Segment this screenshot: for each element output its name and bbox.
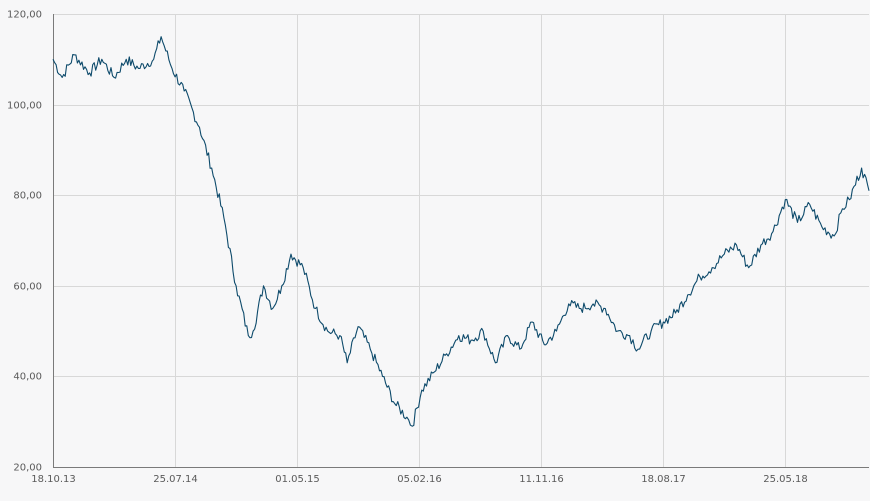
tick-label-layer: 120,00 100,00 80,00 60,00 40,00 20,0018.10.13… bbox=[7, 10, 808, 486]
y-tick-label: 20,00 bbox=[13, 463, 42, 474]
x-tick-label: 01.05.15 bbox=[275, 474, 320, 485]
series-layer bbox=[52, 36, 870, 427]
y-tick-label: 80,00 bbox=[13, 191, 42, 202]
x-tick-label: 11.11.16 bbox=[519, 474, 564, 485]
y-tick-label: 100,00 bbox=[7, 101, 42, 112]
x-tick-label: 18.08.17 bbox=[641, 474, 686, 485]
x-tick-label: 25.05.18 bbox=[763, 474, 808, 485]
axis-layer bbox=[53, 14, 869, 468]
y-tick-label: 40,00 bbox=[13, 372, 42, 383]
y-tick-label: 60,00 bbox=[13, 282, 42, 293]
x-tick-label: 18.10.13 bbox=[31, 474, 76, 485]
x-tick-label: 05.02.16 bbox=[397, 474, 442, 485]
price-series-line bbox=[52, 36, 870, 427]
grid-layer bbox=[53, 14, 869, 467]
x-tick-label: 25.07.14 bbox=[153, 474, 198, 485]
y-tick-label: 120,00 bbox=[7, 10, 42, 21]
